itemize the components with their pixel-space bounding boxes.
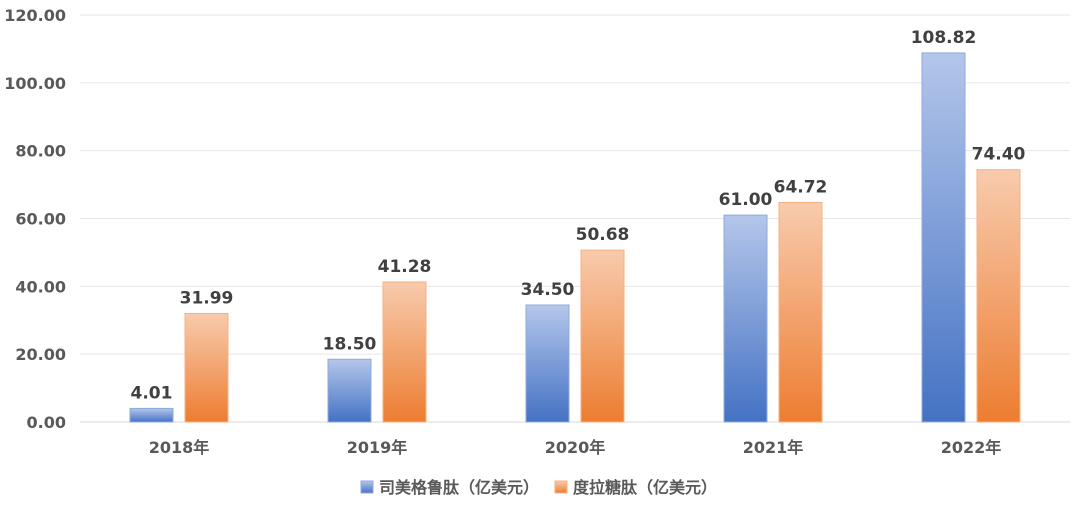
- gridlines: [80, 14, 1070, 423]
- legend-label: 司美格鲁肽（亿美元）: [379, 478, 539, 497]
- bar-semaglutide: [921, 52, 966, 423]
- y-tick-label: 0.00: [27, 413, 66, 432]
- bar-semaglutide: [525, 304, 570, 423]
- data-label: 108.82: [911, 28, 977, 48]
- x-category-label: 2021年: [743, 438, 804, 457]
- y-tick-label: 20.00: [15, 345, 66, 364]
- bar-semaglutide: [723, 214, 768, 423]
- y-tick-label: 60.00: [15, 210, 66, 229]
- data-label: 31.99: [180, 289, 234, 309]
- y-tick-label: 40.00: [15, 277, 66, 296]
- bar-semaglutide: [129, 407, 174, 423]
- y-axis-ticks: 0.00 20.00 40.00 60.00 80.00 100.00 120.00: [4, 6, 66, 432]
- data-label: 50.68: [576, 225, 630, 245]
- data-label: 64.72: [774, 177, 828, 197]
- y-tick-label: 100.00: [4, 74, 66, 93]
- bar-dulaglutide: [184, 313, 229, 423]
- x-category-label: 2019年: [347, 438, 408, 457]
- bar-dulaglutide: [778, 201, 823, 423]
- y-tick-label: 120.00: [4, 6, 66, 25]
- bars: [129, 52, 1021, 423]
- bar-semaglutide: [327, 358, 372, 423]
- x-category-label: 2022年: [941, 438, 1002, 457]
- bar-dulaglutide: [382, 281, 427, 423]
- y-tick-label: 80.00: [15, 142, 66, 161]
- data-label: 74.40: [972, 145, 1026, 165]
- data-label: 61.00: [719, 190, 773, 210]
- bar-dulaglutide: [976, 169, 1021, 423]
- data-label: 41.28: [378, 257, 432, 277]
- x-category-label: 2018年: [149, 438, 210, 457]
- legend-swatch-dulaglutide: [554, 480, 568, 494]
- legend-label: 度拉糖肽（亿美元）: [573, 478, 717, 497]
- x-category-label: 2020年: [545, 438, 606, 457]
- x-axis-categories: 2018年 2019年 2020年 2021年 2022年: [149, 438, 1002, 457]
- data-label: 4.01: [131, 383, 173, 403]
- data-label: 18.50: [323, 334, 377, 354]
- data-label: 34.50: [521, 280, 575, 300]
- legend-swatch-semaglutide: [360, 480, 374, 494]
- bar-dulaglutide: [580, 249, 625, 423]
- legend: 司美格鲁肽（亿美元） 度拉糖肽（亿美元）: [360, 478, 717, 497]
